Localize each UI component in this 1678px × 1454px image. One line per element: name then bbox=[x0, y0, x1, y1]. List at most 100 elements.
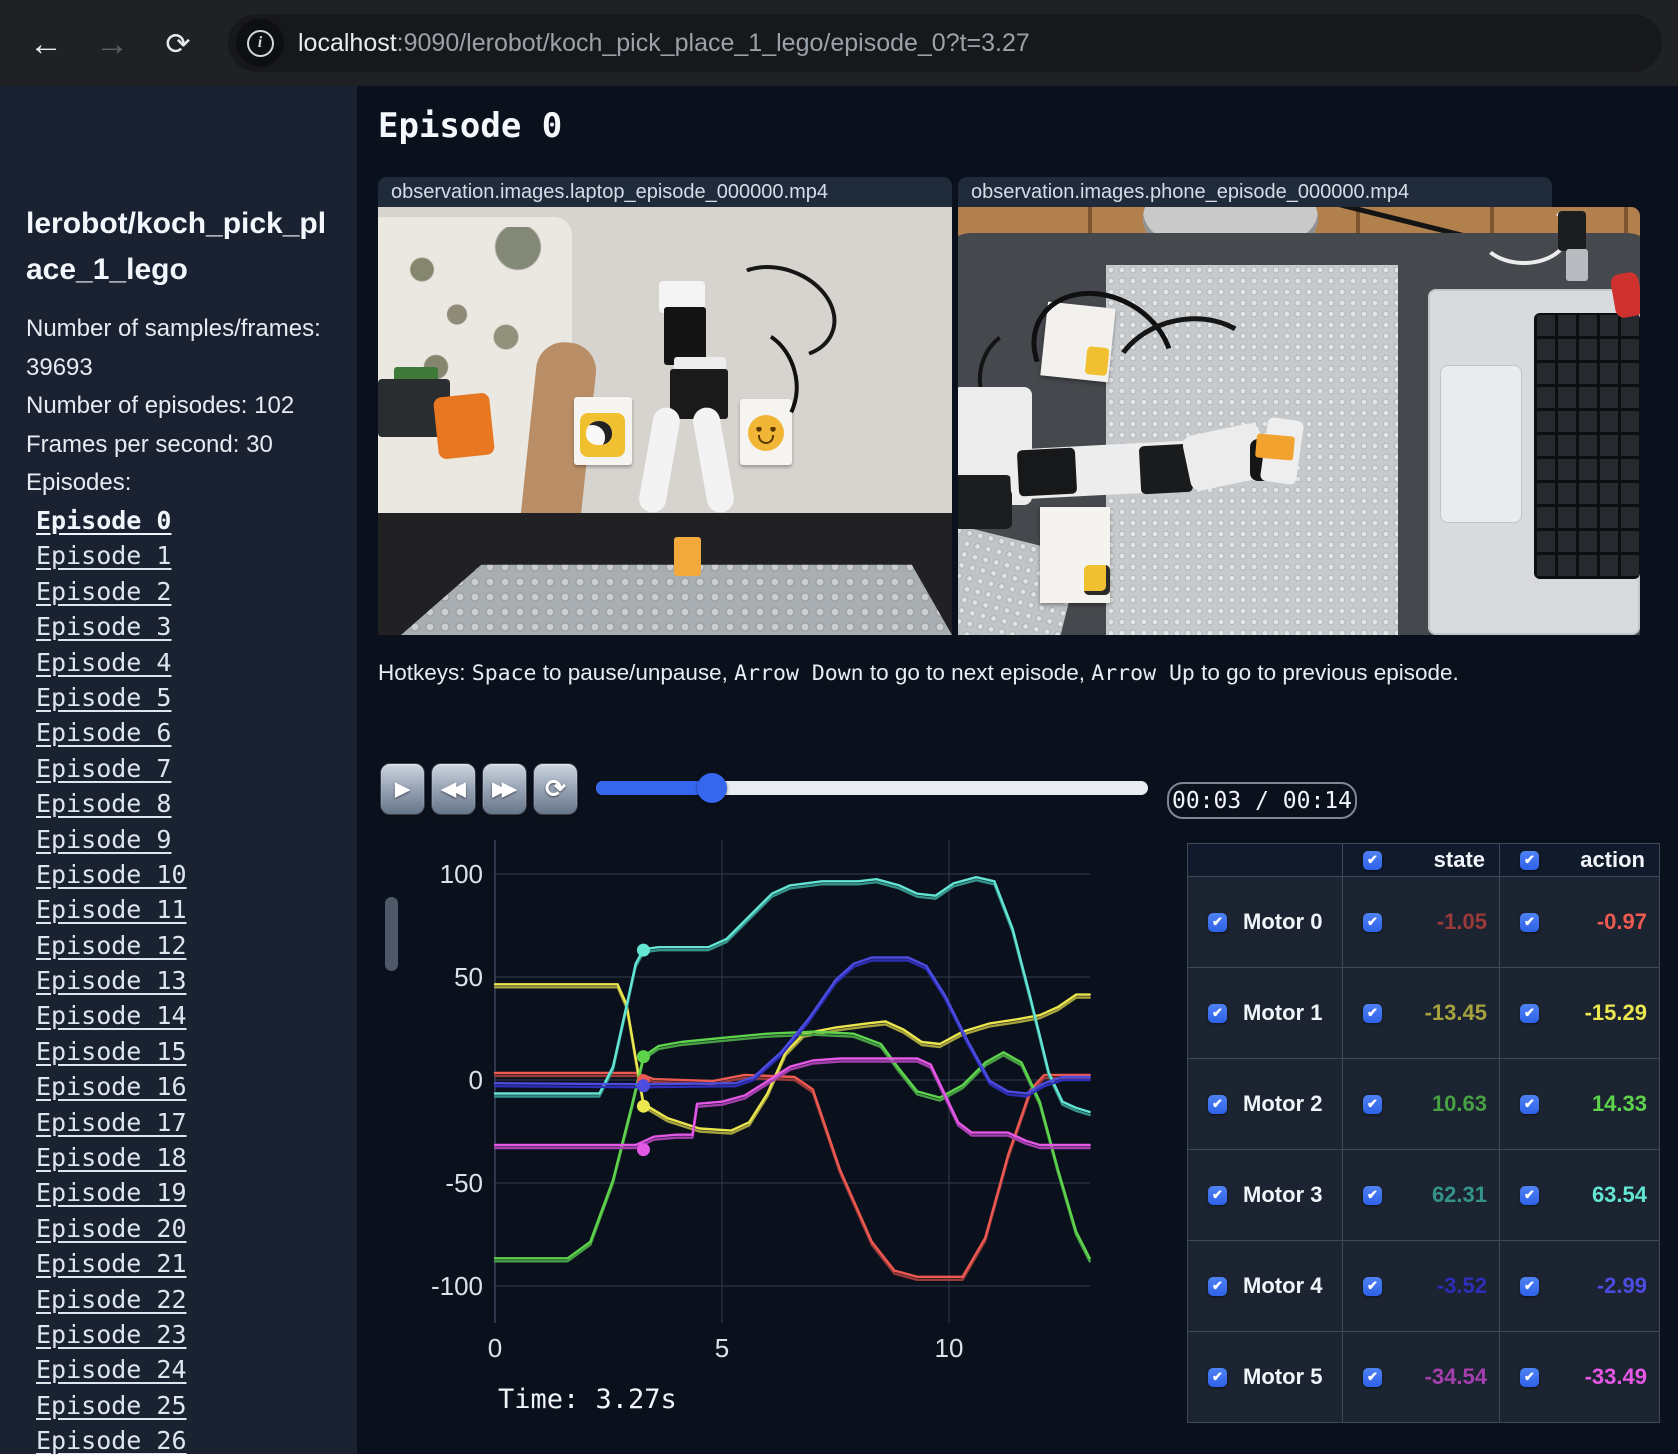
address-bar[interactable]: i localhost:9090/lerobot/koch_pick_place… bbox=[228, 14, 1662, 72]
sidebar-episode-link[interactable]: Episode 24 bbox=[36, 1355, 187, 1385]
fast-forward-button[interactable]: ▶▶ bbox=[482, 763, 527, 815]
sidebar-episode-link[interactable]: Episode 8 bbox=[36, 789, 172, 819]
sidebar-episode-link[interactable]: Episode 4 bbox=[36, 647, 172, 677]
rewind-button[interactable]: ◀◀ bbox=[431, 763, 476, 815]
video-phone-view[interactable] bbox=[958, 207, 1640, 635]
y-tick-label: 0 bbox=[469, 1065, 483, 1095]
sidebar-episode-link[interactable]: Episode 5 bbox=[36, 682, 172, 712]
motor-label-cell: ✔ Motor 2 bbox=[1187, 1058, 1343, 1150]
sidebar-episode-link[interactable]: Episode 18 bbox=[36, 1143, 187, 1173]
sidebar-episode-link[interactable]: Episode 7 bbox=[36, 753, 172, 783]
state-value-cell: ✔ -34.54 bbox=[1342, 1331, 1500, 1423]
timeline-slider[interactable] bbox=[596, 773, 1148, 803]
sidebar-episode-link[interactable]: Episode 17 bbox=[36, 1107, 187, 1137]
reload-icon[interactable]: ⟳ bbox=[165, 27, 191, 61]
sidebar-episode-link[interactable]: Episode 12 bbox=[36, 930, 187, 960]
sidebar-episode-link[interactable]: Episode 14 bbox=[36, 1001, 187, 1031]
current-time-marker bbox=[636, 943, 650, 957]
sidebar-episode-link[interactable]: Episode 10 bbox=[36, 859, 187, 889]
motor-label-cell: ✔ Motor 5 bbox=[1187, 1331, 1343, 1423]
column-checkbox-action[interactable]: ✔ bbox=[1520, 850, 1539, 870]
action-value-cell: ✔ -15.29 bbox=[1499, 967, 1660, 1059]
action-checkbox[interactable]: ✔ bbox=[1520, 912, 1539, 932]
sidebar-episode-link[interactable]: Episode 2 bbox=[36, 576, 172, 606]
panda-box bbox=[1040, 507, 1110, 603]
table-row: ✔ Motor 0 ✔ -1.05 ✔ -0.97 bbox=[1187, 876, 1660, 968]
action-checkbox[interactable]: ✔ bbox=[1520, 1003, 1539, 1023]
sidebar-episode-link[interactable]: Episode 11 bbox=[36, 895, 187, 925]
scrollbar-thumb[interactable] bbox=[385, 897, 398, 971]
site-info-button[interactable]: i bbox=[236, 19, 284, 67]
action-value-cell: ✔ -2.99 bbox=[1499, 1240, 1660, 1332]
action-checkbox[interactable]: ✔ bbox=[1520, 1185, 1539, 1205]
action-checkbox[interactable]: ✔ bbox=[1520, 1276, 1539, 1296]
sidebar-episode-link[interactable]: Episode 16 bbox=[36, 1072, 187, 1102]
usb-connector bbox=[1566, 249, 1588, 281]
play-button[interactable]: ▶ bbox=[380, 763, 425, 815]
motor-checkbox[interactable]: ✔ bbox=[1208, 1367, 1227, 1387]
sidebar-episode-link[interactable]: Episode 19 bbox=[36, 1178, 187, 1208]
x-tick-label: 0 bbox=[488, 1333, 502, 1363]
column-header-action: ✔ action bbox=[1499, 843, 1660, 877]
gripper-claw bbox=[637, 405, 682, 515]
header-empty-cell bbox=[1187, 843, 1343, 877]
page-title: Episode 0 bbox=[378, 106, 563, 146]
robot-motor bbox=[664, 307, 706, 365]
slider-thumb[interactable] bbox=[696, 773, 727, 803]
chart-series bbox=[493, 876, 1091, 1281]
motor-checkbox[interactable]: ✔ bbox=[1208, 1094, 1227, 1114]
state-checkbox[interactable]: ✔ bbox=[1363, 912, 1382, 932]
motor-checkbox[interactable]: ✔ bbox=[1208, 1185, 1227, 1205]
sidebar-episode-link[interactable]: Episode 26 bbox=[36, 1426, 187, 1454]
action-checkbox[interactable]: ✔ bbox=[1520, 1094, 1539, 1114]
state-checkbox[interactable]: ✔ bbox=[1363, 1185, 1382, 1205]
sidebar-episode-link[interactable]: Episode 6 bbox=[36, 718, 172, 748]
state-value: 10.63 bbox=[1431, 1091, 1487, 1116]
action-checkbox[interactable]: ✔ bbox=[1520, 1367, 1539, 1387]
sidebar-episode-link[interactable]: Episode 25 bbox=[36, 1390, 187, 1420]
motor-checkbox[interactable]: ✔ bbox=[1208, 1003, 1227, 1023]
sidebar-episode-link[interactable]: Episode 9 bbox=[36, 824, 172, 854]
loop-button[interactable]: ⟳ bbox=[533, 763, 578, 815]
state-value-cell: ✔ -3.52 bbox=[1342, 1240, 1500, 1332]
panda-box bbox=[574, 397, 632, 465]
url-host: localhost bbox=[298, 28, 397, 57]
state-line-motor-1 bbox=[493, 986, 1091, 1135]
keyboard bbox=[1534, 313, 1640, 579]
sidebar-episode-link[interactable]: Episode 0 bbox=[36, 506, 172, 535]
y-tick-label: -50 bbox=[445, 1168, 483, 1198]
column-header-state: ✔ state bbox=[1342, 843, 1500, 877]
url-text[interactable]: localhost:9090/lerobot/koch_pick_place_1… bbox=[298, 29, 1030, 58]
sidebar-episode-link[interactable]: Episode 13 bbox=[36, 966, 187, 996]
state-value-cell: ✔ -13.45 bbox=[1342, 967, 1500, 1059]
sidebar-episode-link[interactable]: Episode 21 bbox=[36, 1249, 187, 1279]
forward-icon[interactable]: → bbox=[95, 24, 129, 63]
state-checkbox[interactable]: ✔ bbox=[1363, 1367, 1382, 1387]
sidebar-episode-link[interactable]: Episode 22 bbox=[36, 1284, 187, 1314]
action-line-motor-2 bbox=[493, 1030, 1091, 1260]
sidebar-episode-link[interactable]: Episode 20 bbox=[36, 1213, 187, 1243]
sidebar-episode-link[interactable]: Episode 15 bbox=[36, 1036, 187, 1066]
motor-checkbox[interactable]: ✔ bbox=[1208, 912, 1227, 932]
slider-track[interactable] bbox=[596, 781, 1148, 795]
emoji-smile bbox=[758, 435, 774, 444]
action-line-motor-0 bbox=[493, 1071, 1091, 1278]
state-checkbox[interactable]: ✔ bbox=[1363, 1094, 1382, 1114]
state-checkbox[interactable]: ✔ bbox=[1363, 1276, 1382, 1296]
y-tick-label: 100 bbox=[440, 859, 483, 889]
state-checkbox[interactable]: ✔ bbox=[1363, 1003, 1382, 1023]
y-tick-label: 50 bbox=[454, 962, 483, 992]
motor-checkbox[interactable]: ✔ bbox=[1208, 1276, 1227, 1296]
fps-value: Frames per second: 30 bbox=[26, 430, 273, 458]
back-icon[interactable]: ← bbox=[29, 24, 63, 63]
video-card-phone: observation.images.phone_episode_000000.… bbox=[958, 177, 1640, 635]
sidebar-episode-link[interactable]: Episode 23 bbox=[36, 1319, 187, 1349]
video-laptop-view[interactable] bbox=[378, 207, 952, 635]
current-time-marker bbox=[636, 1099, 650, 1113]
sidebar-episode-link[interactable]: Episode 3 bbox=[36, 612, 172, 642]
state-value: 62.31 bbox=[1431, 1182, 1487, 1207]
sidebar-episode-link[interactable]: Episode 1 bbox=[36, 541, 172, 571]
action-value: -0.97 bbox=[1596, 909, 1647, 934]
table-row: ✔ Motor 5 ✔ -34.54 ✔ -33.49 bbox=[1187, 1331, 1660, 1423]
column-checkbox-state[interactable]: ✔ bbox=[1363, 850, 1382, 870]
